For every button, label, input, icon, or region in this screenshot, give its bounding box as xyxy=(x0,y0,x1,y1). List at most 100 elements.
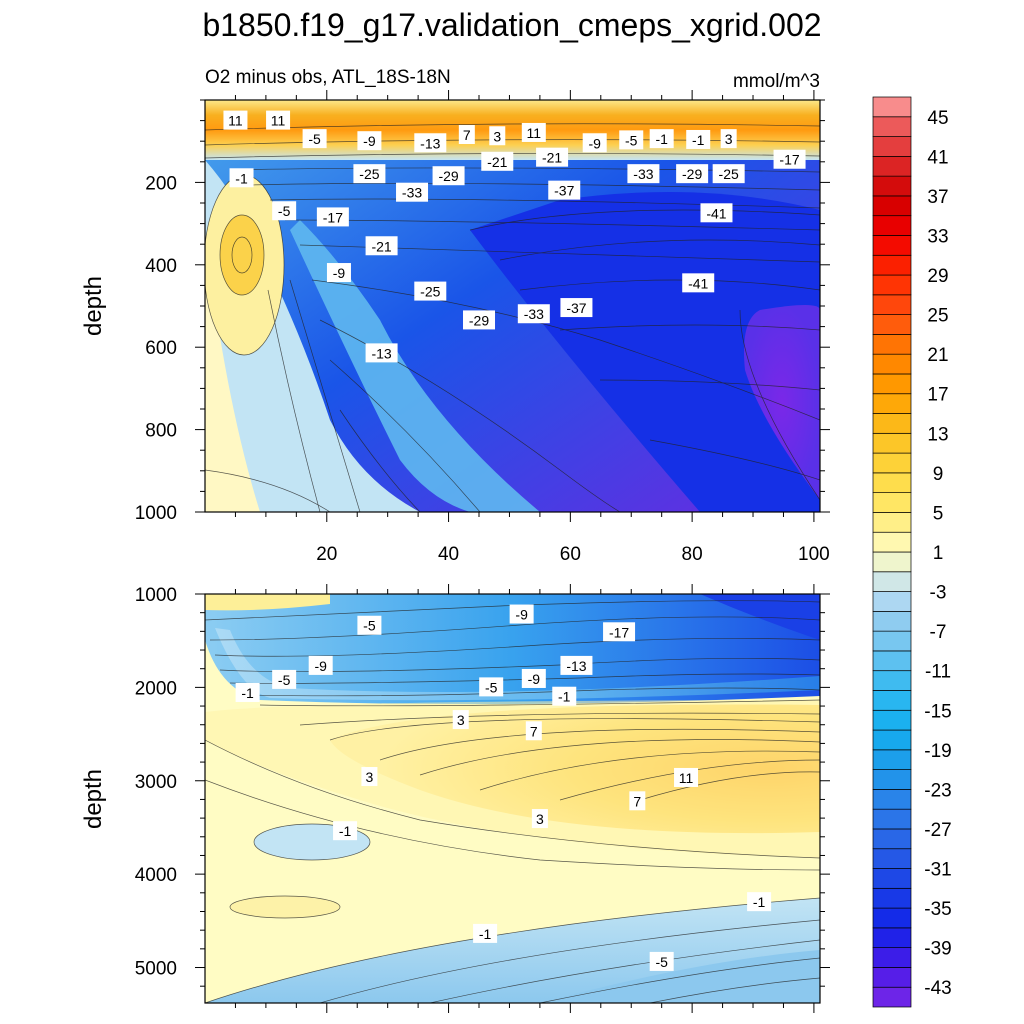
colorbar-box xyxy=(872,155,912,177)
colorbar-tick-label: 17 xyxy=(927,385,948,406)
contour-label: -29 xyxy=(463,310,496,330)
colorbar-tick-label: 45 xyxy=(927,108,948,129)
contour-label-box xyxy=(473,923,498,943)
contour-label: 11 xyxy=(674,767,699,787)
colorbar-tick-label: -39 xyxy=(924,939,951,960)
x-tick-label: 20 xyxy=(316,544,337,565)
contour-label-text: -41 xyxy=(706,205,726,221)
colorbar-box xyxy=(872,531,912,553)
contour-label-box xyxy=(326,263,351,283)
contour-label-text: -21 xyxy=(371,238,391,254)
lower-axes: 1000 2000 3000 4000 5000 xyxy=(135,584,830,1013)
contour-label: 7 xyxy=(458,125,475,145)
colorbar-box xyxy=(872,927,912,949)
colorbar-box xyxy=(872,452,912,474)
colorbar-box xyxy=(872,670,912,691)
contour-label-box xyxy=(629,791,646,811)
contour-label-box xyxy=(700,203,733,223)
contour-label: -21 xyxy=(536,147,569,167)
contour-label-text: -5 xyxy=(363,618,376,634)
contour-label-box xyxy=(365,236,398,256)
contour-label: -33 xyxy=(627,164,660,184)
contour-label-text: -25 xyxy=(359,166,379,182)
contour-label: 3 xyxy=(531,809,548,829)
contour-label-box xyxy=(619,130,644,150)
contour-label-text: 3 xyxy=(457,712,465,728)
contour-label-box xyxy=(682,273,715,293)
contour-label-text: -37 xyxy=(554,183,574,199)
colorbar-box xyxy=(872,235,912,256)
contour-label-box xyxy=(414,133,447,153)
lower-field-yellow-top xyxy=(205,594,330,611)
contour-label-box xyxy=(357,131,382,151)
upper-panel: 11 11-5 -9 -137 3 11-9 -5 -1 -1 3-17-21 -21-25 -29-… xyxy=(205,100,820,512)
colorbar-box xyxy=(872,215,912,236)
contour-label-text: -13 xyxy=(566,658,586,674)
colorbar-box xyxy=(872,334,912,355)
subtitle-right: mmol/m^3 xyxy=(733,71,820,92)
colorbar: 45 41 37 33 29 25 21 17 13 9 5 1 -3 -7 -11 -15 -19 -23 -27… xyxy=(872,96,952,1008)
contour-label-box xyxy=(548,180,581,200)
colorbar-box xyxy=(872,967,912,988)
contour-label-box xyxy=(712,164,745,184)
upper-field-light-strip xyxy=(205,230,260,512)
contour-label-text: -21 xyxy=(487,154,507,170)
contour-label-text: -5 xyxy=(278,672,291,688)
contour-label-text: -1 xyxy=(655,131,668,147)
colorbar-tick-label: 9 xyxy=(933,464,944,485)
colorbar-box xyxy=(872,789,912,810)
x-tick-label: 80 xyxy=(682,544,703,565)
contour-label-box xyxy=(521,122,546,142)
contour-label: -5 xyxy=(619,130,644,150)
colorbar-box xyxy=(872,907,912,929)
contour-label-box xyxy=(531,809,548,829)
contour-label-box xyxy=(316,207,349,227)
colorbar-box xyxy=(872,512,912,533)
contour-label: -25 xyxy=(712,164,745,184)
contour-label-text: -29 xyxy=(682,166,702,182)
lower-field-light-blue-edge xyxy=(215,628,820,701)
contour-label-box xyxy=(674,767,699,787)
contour-label: -33 xyxy=(517,304,550,324)
colorbar-tick-label: 25 xyxy=(927,306,948,327)
contour-label-text: 11 xyxy=(228,113,243,129)
colorbar-tick-label: 33 xyxy=(927,226,948,247)
contour-label: -25 xyxy=(414,281,447,301)
colorbar-box xyxy=(872,571,912,592)
contour-label-box xyxy=(686,129,711,149)
contour-label: -29 xyxy=(676,164,709,184)
contour-label-text: -25 xyxy=(719,166,739,182)
contour-label: 7 xyxy=(525,721,542,741)
colorbar-tick-label: -23 xyxy=(924,780,951,801)
colorbar-box xyxy=(872,709,912,731)
contour-label-text: 7 xyxy=(463,127,471,143)
y-tick-label: 5000 xyxy=(135,959,177,980)
contour-label-text: -33 xyxy=(524,306,544,322)
contour-label: -9 xyxy=(308,655,333,675)
y-tick-label: 2000 xyxy=(135,678,177,699)
colorbar-tick-label: -43 xyxy=(924,978,951,999)
colorbar-tick-label: -11 xyxy=(925,662,951,683)
colorbar-box xyxy=(872,808,912,830)
contour-label: -1 xyxy=(235,682,260,702)
contour-label-box xyxy=(747,892,772,912)
colorbar-box xyxy=(872,96,912,118)
y-tick-label: 600 xyxy=(145,338,177,359)
lower-field-deep-corner xyxy=(700,594,820,640)
contour-label: -41 xyxy=(682,273,715,293)
colorbar-box xyxy=(872,690,912,711)
y-tick-label: 4000 xyxy=(135,865,177,886)
colorbar-box xyxy=(872,828,912,850)
contour-label: 3 xyxy=(720,129,737,149)
colorbar-tick-label: -15 xyxy=(924,701,951,722)
contour-label: 11 xyxy=(266,110,291,130)
contour-label-box xyxy=(432,166,465,186)
contour-label-text: -9 xyxy=(588,135,601,151)
contour-label: 3 xyxy=(489,126,506,146)
contour-label-text: 3 xyxy=(493,128,501,144)
colorbar-box xyxy=(872,353,912,375)
contour-label-box xyxy=(603,622,636,642)
contour-label-text: -33 xyxy=(402,185,422,201)
